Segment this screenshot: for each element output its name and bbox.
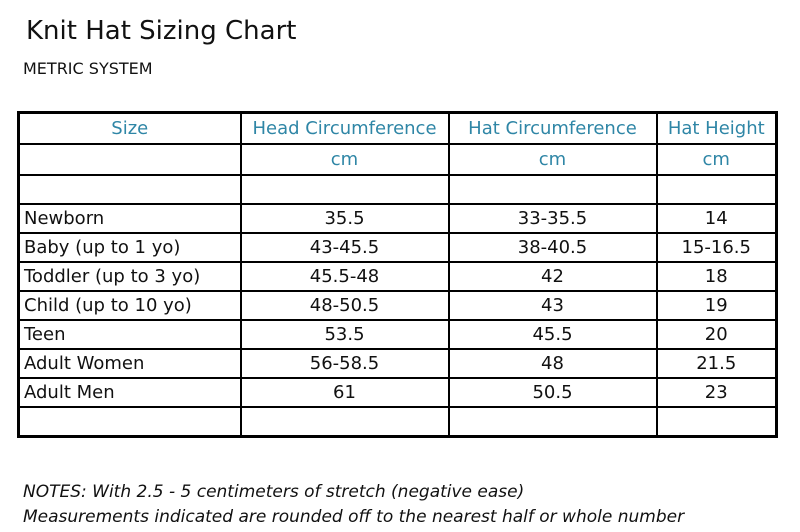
hat-height-cell: 18 (655, 261, 778, 292)
hat-circumference-cell: 43 (447, 290, 658, 321)
table-row: Toddler (up to 3 yo) 45.5-48 42 18 (17, 261, 778, 292)
table-row: Teen 53.5 45.5 20 (17, 319, 778, 350)
unit-head-circumference: cm (239, 143, 450, 176)
notes-block: NOTES: With 2.5 - 5 centimeters of stret… (23, 480, 684, 530)
hat-height-cell: 19 (655, 290, 778, 321)
head-circumference-cell: 43-45.5 (239, 232, 450, 263)
hat-height-cell: 14 (655, 203, 778, 234)
table-row: Newborn 35.5 33-35.5 14 (17, 203, 778, 234)
hat-height-cell: 23 (655, 377, 778, 408)
hat-circumference-cell: 42 (447, 261, 658, 292)
hat-height-cell: 20 (655, 319, 778, 350)
size-cell: Toddler (up to 3 yo) (17, 261, 242, 292)
empty-cell (17, 406, 242, 438)
spacer-row (17, 174, 778, 205)
unit-hat-circumference: cm (447, 143, 658, 176)
size-cell: Child (up to 10 yo) (17, 290, 242, 321)
head-circumference-cell: 35.5 (239, 203, 450, 234)
page-subtitle: METRIC SYSTEM (23, 59, 153, 78)
empty-cell (655, 406, 778, 438)
size-cell: Newborn (17, 203, 242, 234)
header-size: Size (17, 111, 242, 145)
head-circumference-cell: 48-50.5 (239, 290, 450, 321)
size-cell: Baby (up to 1 yo) (17, 232, 242, 263)
unit-hat-height: cm (655, 143, 778, 176)
empty-cell (655, 174, 778, 205)
hat-circumference-cell: 33-35.5 (447, 203, 658, 234)
size-cell: Adult Men (17, 377, 242, 408)
sizing-table: Size Head Circumference Hat Circumferenc… (17, 111, 778, 438)
header-row: Size Head Circumference Hat Circumferenc… (17, 111, 778, 145)
units-row: cm cm cm (17, 143, 778, 176)
empty-cell (239, 174, 450, 205)
hat-height-cell: 21.5 (655, 348, 778, 379)
table-row: Adult Men 61 50.5 23 (17, 377, 778, 408)
head-circumference-cell: 56-58.5 (239, 348, 450, 379)
empty-cell (17, 174, 242, 205)
unit-size (17, 143, 242, 176)
table-row: Adult Women 56-58.5 48 21.5 (17, 348, 778, 379)
hat-circumference-cell: 38-40.5 (447, 232, 658, 263)
header-hat-circumference: Hat Circumference (447, 111, 658, 145)
note-stretch: NOTES: With 2.5 - 5 centimeters of stret… (23, 482, 525, 502)
header-head-circumference: Head Circumference (239, 111, 450, 145)
spacer-row (17, 406, 778, 438)
note-rounding: Measurements indicated are rounded off t… (23, 507, 685, 527)
size-cell: Adult Women (17, 348, 242, 379)
head-circumference-cell: 45.5-48 (239, 261, 450, 292)
hat-height-cell: 15-16.5 (655, 232, 778, 263)
hat-circumference-cell: 50.5 (447, 377, 658, 408)
empty-cell (239, 406, 450, 438)
hat-circumference-cell: 45.5 (447, 319, 658, 350)
empty-cell (447, 174, 658, 205)
page-title: Knit Hat Sizing Chart (26, 16, 297, 46)
head-circumference-cell: 53.5 (239, 319, 450, 350)
header-hat-height: Hat Height (655, 111, 778, 145)
empty-cell (447, 406, 658, 438)
hat-circumference-cell: 48 (447, 348, 658, 379)
table-row: Child (up to 10 yo) 48-50.5 43 19 (17, 290, 778, 321)
table-row: Baby (up to 1 yo) 43-45.5 38-40.5 15-16.… (17, 232, 778, 263)
head-circumference-cell: 61 (239, 377, 450, 408)
size-cell: Teen (17, 319, 242, 350)
